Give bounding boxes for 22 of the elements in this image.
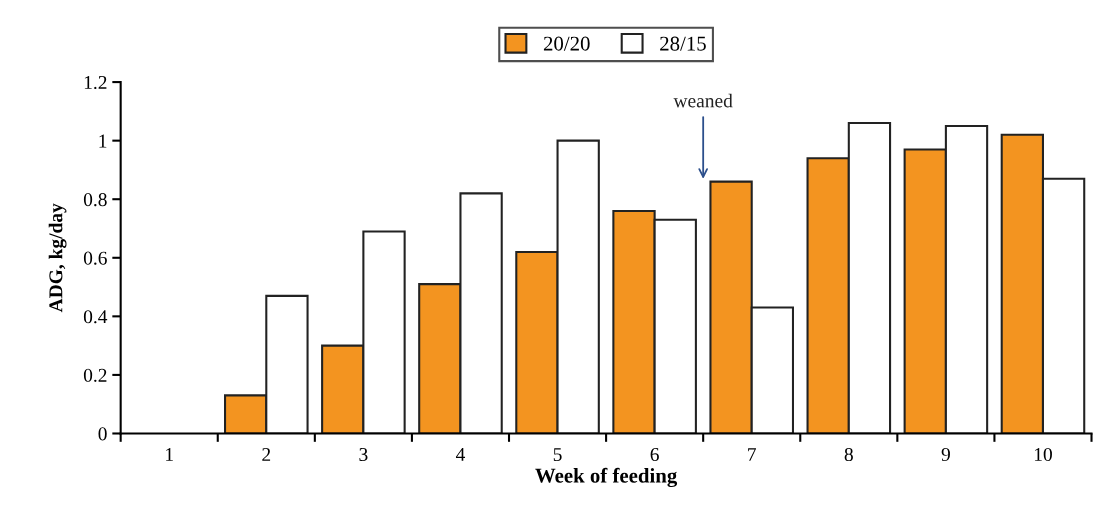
y-tick-label: 0.2: [83, 368, 107, 382]
y-tick-label: 0.8: [83, 193, 107, 207]
legend-label: 28/15: [660, 36, 706, 51]
y-tick-label: 0: [98, 427, 107, 441]
x-axis-title: Week of feeding: [535, 467, 678, 488]
x-tick-label: 4: [455, 448, 466, 461]
y-axis-title: ADG, kg/day: [48, 203, 67, 313]
x-tick-label: 5: [553, 448, 562, 462]
x-tick-label: 6: [650, 447, 659, 462]
x-tick-label: 9: [941, 447, 950, 462]
x-tick-label: 10: [1034, 447, 1052, 462]
x-tick-label: 7: [748, 448, 757, 461]
y-tick-label: 1: [99, 134, 107, 148]
legend-label: 20/20: [543, 36, 590, 51]
x-tick-label: 1: [166, 448, 173, 461]
y-tick-label: 0.4: [83, 310, 108, 324]
annotation: weaned: [673, 93, 733, 108]
y-tick-label: 1.2: [84, 75, 107, 90]
x-tick-label: 2: [262, 447, 271, 461]
x-tick-label: 8: [844, 447, 853, 462]
x-tick-label: 3: [359, 447, 368, 462]
y-tick-label: 0.6: [83, 251, 107, 265]
